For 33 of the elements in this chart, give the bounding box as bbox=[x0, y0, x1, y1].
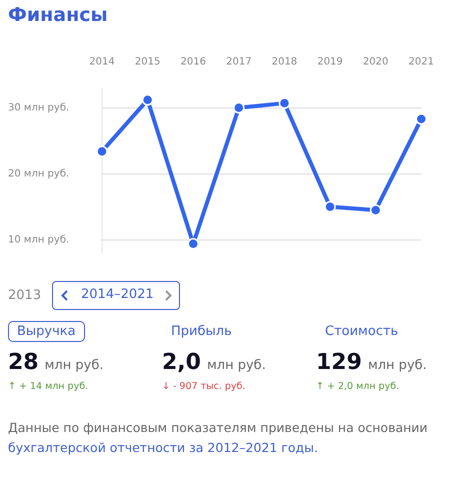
point bbox=[278, 97, 290, 109]
chart-title: Финансы bbox=[8, 4, 108, 26]
text: ↑ + 2,0 млн руб. bbox=[316, 381, 400, 392]
text: Данные по финансовым показателям приведены на основании bbox=[8, 420, 428, 435]
text: 2,0 bbox=[162, 350, 201, 375]
text: ↑ + 14 млн руб. bbox=[8, 381, 88, 392]
text: млн руб. bbox=[368, 358, 427, 373]
point bbox=[96, 146, 108, 158]
y-tick-label: 20 млн руб. bbox=[8, 168, 70, 180]
point bbox=[370, 204, 382, 216]
x-tick-label: 2014 bbox=[89, 56, 115, 68]
x-tick-label: 2021 bbox=[408, 56, 434, 68]
text: 28 bbox=[8, 350, 39, 375]
y-tick-label: 10 млн руб. bbox=[8, 234, 70, 246]
x-tick-label: 2019 bbox=[317, 56, 343, 68]
text: Стоимость bbox=[325, 324, 398, 339]
text: ↓ - 907 тыс. руб. bbox=[162, 381, 246, 392]
x-tick-label: 2020 bbox=[362, 56, 388, 68]
text: бухгалтерской отчетности за 2012–2021 годы. bbox=[8, 440, 318, 455]
x-tick-label: 2017 bbox=[226, 56, 252, 68]
y-tick-label: 30 млн руб. bbox=[8, 102, 70, 114]
text: 2013 bbox=[8, 288, 42, 303]
text: млн руб. bbox=[206, 358, 266, 373]
text: 2014–2021 bbox=[81, 287, 154, 302]
text: Выручка bbox=[17, 324, 76, 339]
text: млн руб. bbox=[44, 358, 104, 373]
x-tick-label: 2016 bbox=[180, 56, 206, 68]
text: Прибыль bbox=[171, 324, 232, 339]
point bbox=[233, 102, 245, 114]
text: 129 bbox=[316, 350, 362, 375]
x-tick-label: 2018 bbox=[272, 56, 298, 68]
x-tick-label: 2015 bbox=[134, 56, 160, 68]
point bbox=[142, 94, 154, 106]
